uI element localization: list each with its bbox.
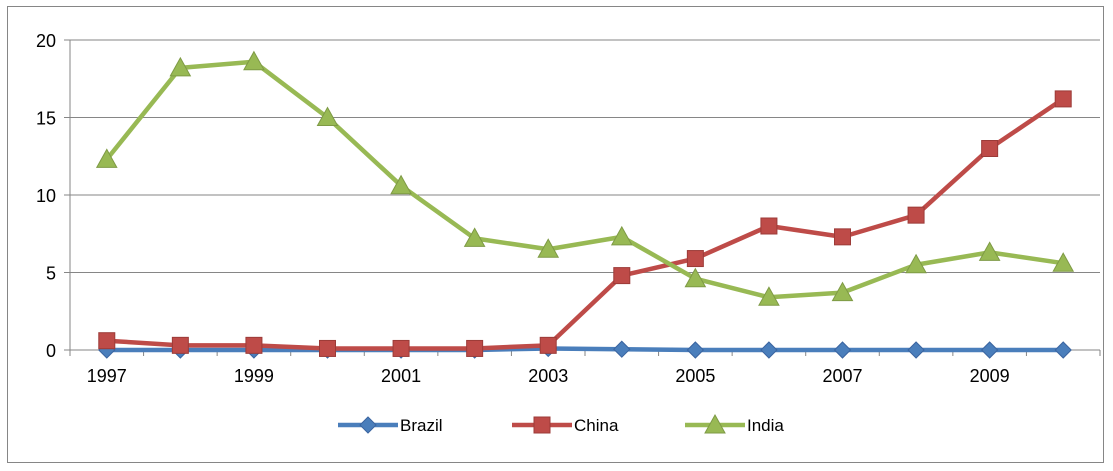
data-point-india bbox=[95, 148, 118, 168]
data-point-india bbox=[905, 253, 927, 274]
chart-area bbox=[7, 6, 1104, 463]
data-point-china bbox=[760, 217, 778, 235]
data-point-india bbox=[978, 241, 1001, 261]
x-tick-label: 2001 bbox=[381, 366, 421, 386]
x-tick-label: 1999 bbox=[234, 366, 274, 386]
legend-label-china: China bbox=[574, 416, 619, 435]
y-axis-ticks: 0 5 10 15 20 bbox=[36, 31, 70, 361]
data-point-brazil bbox=[833, 341, 852, 359]
x-tick-label: 2007 bbox=[822, 366, 862, 386]
legend-label-brazil: Brazil bbox=[400, 416, 443, 435]
gridlines bbox=[70, 39, 1100, 273]
series-line-china bbox=[104, 96, 1066, 351]
x-tick-label: 2003 bbox=[528, 366, 568, 386]
series-line-brazil bbox=[104, 346, 1066, 353]
data-point-china bbox=[907, 206, 925, 224]
legend-marker-india bbox=[704, 413, 726, 434]
data-point-china bbox=[392, 339, 410, 357]
data-point-india bbox=[684, 267, 707, 288]
data-point-brazil bbox=[760, 341, 778, 359]
legend-label-india: India bbox=[747, 416, 784, 435]
data-point-india bbox=[169, 56, 192, 77]
data-point-china bbox=[981, 140, 999, 157]
data-point-china bbox=[466, 339, 484, 357]
series-line-india bbox=[104, 59, 1066, 300]
data-point-india bbox=[610, 225, 633, 246]
legend-marker-brazil bbox=[359, 416, 377, 434]
y-tick-label: 20 bbox=[36, 31, 56, 51]
y-tick-label: 5 bbox=[46, 264, 56, 284]
legend-marker-china bbox=[533, 416, 551, 434]
data-point-india bbox=[463, 227, 486, 247]
data-point-brazil bbox=[907, 341, 925, 359]
data-point-china bbox=[539, 336, 557, 354]
data-point-brazil bbox=[1054, 341, 1072, 359]
data-point-brazil bbox=[686, 341, 705, 359]
data-point-brazil bbox=[613, 340, 631, 358]
series-china bbox=[98, 90, 1072, 357]
x-tick-label: 2009 bbox=[970, 366, 1010, 386]
legend-item-china: China bbox=[512, 416, 619, 435]
series-layer bbox=[95, 50, 1075, 359]
data-point-india bbox=[316, 106, 339, 126]
data-point-brazil bbox=[980, 341, 999, 359]
data-point-china bbox=[171, 336, 189, 354]
data-point-china bbox=[1054, 90, 1072, 108]
legend-item-india: India bbox=[685, 413, 784, 435]
data-point-china bbox=[834, 228, 851, 246]
x-tick-label: 2005 bbox=[675, 366, 715, 386]
data-point-india bbox=[243, 50, 265, 71]
legend: Brazil China India bbox=[338, 413, 784, 435]
x-axis-ticks: 1997 1999 2001 2003 2005 2007 2009 bbox=[69, 350, 1101, 386]
data-point-china bbox=[686, 250, 704, 268]
data-point-china bbox=[613, 267, 631, 285]
series-india bbox=[95, 50, 1075, 306]
data-point-india bbox=[1052, 252, 1075, 272]
data-point-india bbox=[758, 286, 780, 306]
y-tick-label: 15 bbox=[36, 109, 56, 129]
data-point-india bbox=[390, 174, 412, 195]
data-point-india bbox=[537, 238, 560, 258]
y-tick-label: 10 bbox=[36, 186, 56, 206]
legend-item-brazil: Brazil bbox=[338, 416, 443, 435]
x-tick-label: 1997 bbox=[87, 366, 127, 386]
data-point-china bbox=[245, 336, 263, 354]
y-tick-label: 0 bbox=[46, 341, 56, 361]
data-point-india bbox=[831, 281, 854, 302]
data-point-china bbox=[319, 339, 336, 357]
data-point-china bbox=[98, 332, 116, 350]
